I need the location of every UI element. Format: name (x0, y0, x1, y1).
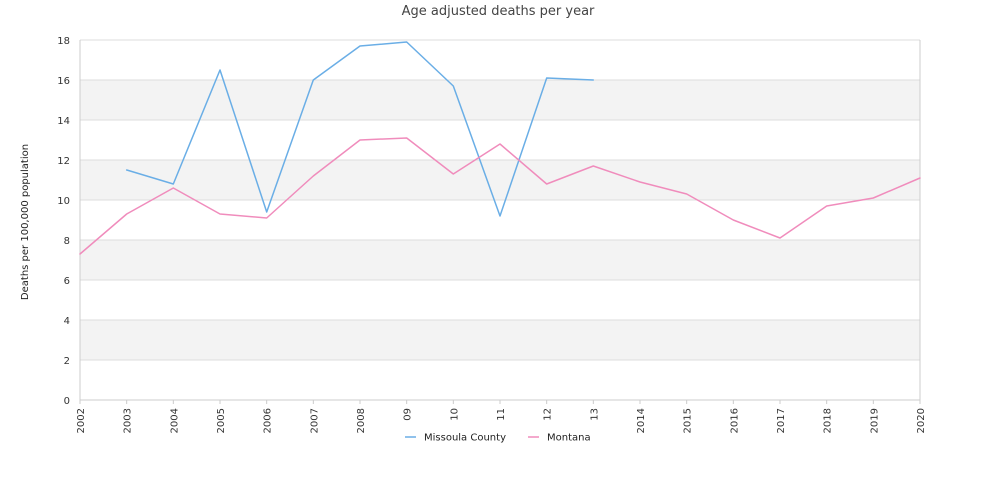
x-tick-label: 2017 (776, 408, 787, 433)
x-tick-label: 10 (449, 408, 460, 421)
y-tick-label: 16 (57, 76, 70, 87)
grid-band (80, 240, 920, 280)
grid-band (80, 160, 920, 200)
grid-band (80, 320, 920, 360)
x-tick-label: 09 (403, 408, 414, 421)
x-tick-label: 2014 (636, 408, 647, 433)
x-tick-label: 2008 (356, 408, 367, 433)
series-line-missoula-county (125, 41, 595, 217)
x-tick-label: 2019 (869, 408, 880, 433)
y-tick-label: 10 (57, 196, 70, 207)
y-tick-label: 14 (57, 116, 70, 127)
x-tick-label: 11 (496, 408, 507, 421)
x-tick-label: 12 (543, 408, 554, 421)
y-axis-label: Deaths per 100,000 population (20, 144, 31, 300)
y-tick-label: 2 (64, 356, 70, 367)
y-tick-label: 8 (64, 236, 70, 247)
x-tick-label: 2007 (309, 408, 320, 433)
x-tick-label: 2006 (263, 408, 274, 433)
x-tick-label: 2003 (123, 408, 134, 433)
x-tick-label: 2005 (216, 408, 227, 433)
series-line-montana (79, 137, 921, 255)
grid-band (80, 80, 920, 120)
x-tick-label: 2020 (916, 408, 927, 433)
x-tick-label: 2004 (169, 408, 180, 433)
y-tick-label: 0 (64, 396, 70, 407)
x-tick-label: 2016 (729, 408, 740, 433)
chart-title: Age adjusted deaths per year (402, 4, 595, 19)
y-tick-label: 18 (57, 36, 70, 47)
y-tick-label: 4 (64, 316, 70, 327)
legend: Missoula County Montana (405, 433, 591, 444)
y-tick-label: 12 (57, 156, 70, 167)
gridlines (80, 39, 920, 401)
x-tick-label: 2002 (76, 408, 87, 433)
x-tick-labels: 2002 2003 2004 2005 2006 2007 2008 09 10 11 12 13 20… (76, 400, 927, 433)
x-tick-label: 2018 (823, 408, 834, 433)
x-tick-label: 13 (589, 408, 600, 421)
x-tick-label: 2015 (683, 408, 694, 433)
y-tick-label: 6 (64, 276, 70, 287)
legend-label: Montana (547, 433, 591, 444)
background-bands (80, 80, 920, 360)
series-lines (79, 41, 921, 255)
y-tick-labels: 0 2 4 6 8 10 12 14 16 18 (57, 36, 70, 407)
legend-label: Missoula County (424, 433, 506, 444)
